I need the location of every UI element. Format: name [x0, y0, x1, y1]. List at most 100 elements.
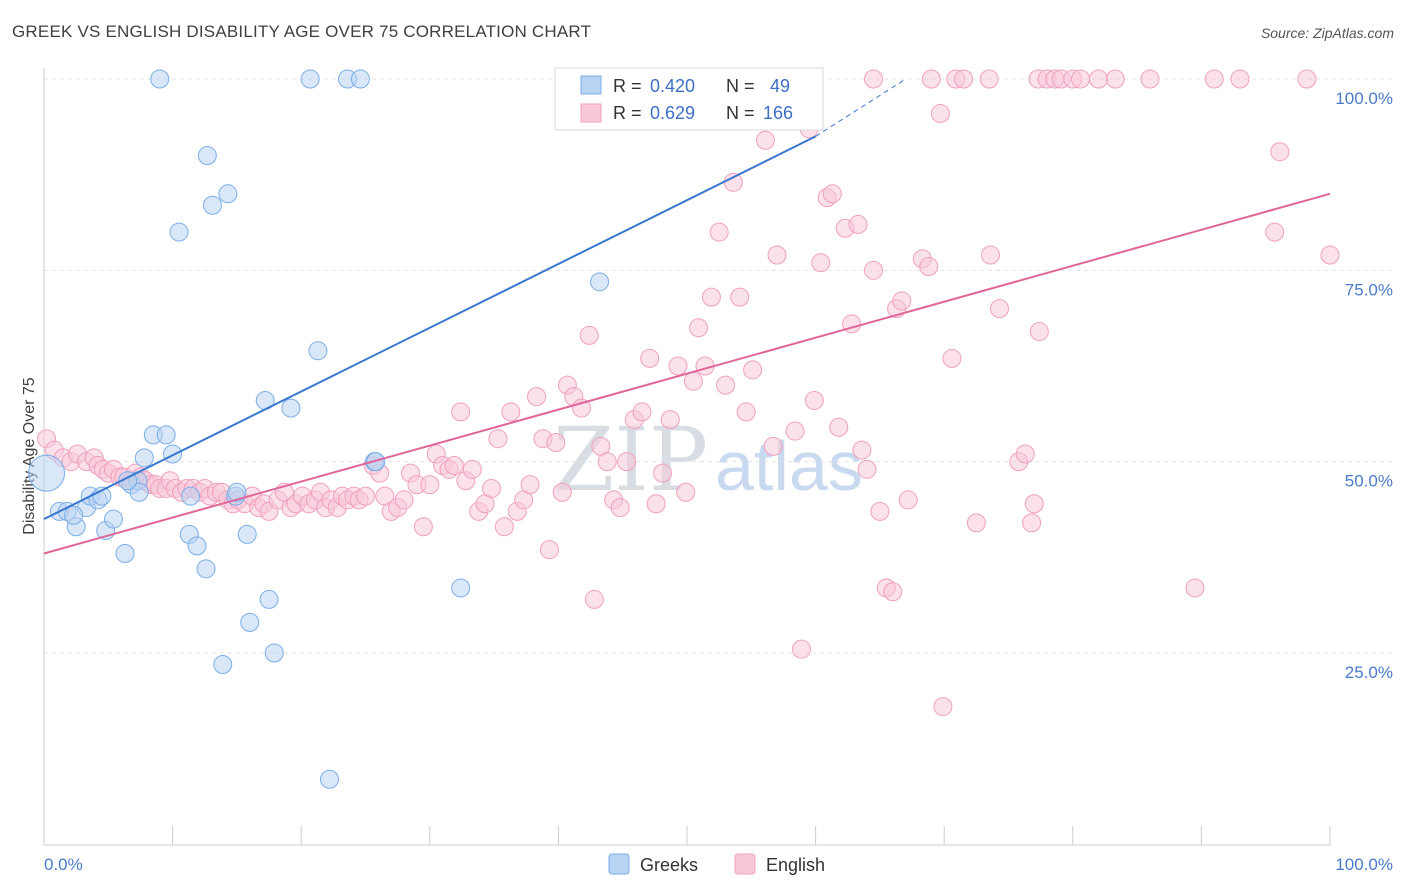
english-point	[930, 103, 950, 123]
source-label: Source: ZipAtlas.com	[1260, 25, 1394, 41]
greeks-point	[156, 425, 176, 445]
english-point	[1029, 322, 1049, 342]
english-trend-line	[43, 192, 1331, 555]
english-r-value: 0.629	[650, 103, 695, 123]
english-point	[811, 253, 831, 273]
english-point	[1297, 69, 1317, 89]
english-point	[863, 69, 883, 89]
english-point	[676, 482, 696, 502]
english-points	[37, 69, 1340, 717]
x-min-label: 0.0%	[44, 855, 83, 874]
english-point	[763, 436, 783, 456]
english-point	[520, 475, 540, 495]
greeks-point	[308, 341, 328, 361]
english-point	[898, 490, 918, 510]
english-legend-swatch	[734, 853, 756, 875]
y-tick-label: 50.0%	[1345, 472, 1393, 491]
english-point	[482, 478, 502, 498]
english-point	[933, 697, 953, 717]
greeks-point	[259, 589, 279, 609]
english-point	[1204, 69, 1224, 89]
greeks-point	[240, 612, 260, 632]
english-point	[743, 360, 763, 380]
english-point	[921, 69, 941, 89]
y-tick-label: 75.0%	[1345, 280, 1393, 299]
english-point	[546, 433, 566, 453]
gridlines	[44, 78, 1393, 654]
greeks-point	[300, 69, 320, 89]
english-point	[1022, 513, 1042, 533]
trend-lines	[43, 78, 1331, 555]
greeks-point	[319, 769, 339, 789]
english-point	[413, 517, 433, 537]
bottom-legend: Greeks English	[608, 853, 825, 875]
english-point	[767, 245, 787, 265]
english-point	[646, 494, 666, 514]
english-point	[451, 402, 471, 422]
greeks-point	[181, 486, 201, 506]
english-point	[1320, 245, 1340, 265]
y-tick-labels: 25.0% 50.0% 75.0% 100.0%	[1335, 89, 1393, 682]
english-point	[420, 475, 440, 495]
greeks-point	[590, 272, 610, 292]
english-point	[723, 172, 743, 192]
greeks-legend-label: Greeks	[640, 855, 698, 875]
english-legend-label: English	[766, 855, 825, 875]
english-point	[539, 540, 559, 560]
english-point	[610, 498, 630, 518]
english-point	[394, 490, 414, 510]
greeks-point	[227, 482, 247, 502]
y-tick-label: 25.0%	[1345, 663, 1393, 682]
english-point	[689, 318, 709, 338]
english-point	[791, 639, 811, 659]
english-point	[597, 452, 617, 472]
english-point	[755, 130, 775, 150]
english-point	[653, 463, 673, 483]
english-point	[444, 455, 464, 475]
english-point	[356, 486, 375, 506]
english-point	[863, 260, 883, 280]
greeks-trend-extension	[815, 78, 906, 137]
english-point	[785, 421, 805, 441]
english-point	[552, 482, 572, 502]
english-r-label: R =	[613, 103, 642, 123]
english-point	[1185, 578, 1205, 598]
english-point	[980, 245, 1000, 265]
english-point	[1270, 142, 1290, 162]
english-point	[488, 429, 508, 449]
english-point	[953, 69, 973, 89]
english-point	[660, 410, 680, 430]
english-point	[989, 299, 1009, 319]
english-point	[1140, 69, 1160, 89]
english-point	[942, 348, 962, 368]
english-swatch	[580, 103, 602, 123]
english-point	[701, 287, 721, 307]
english-point	[1105, 69, 1125, 89]
english-point	[683, 371, 703, 391]
greeks-point	[451, 578, 471, 598]
english-point	[617, 452, 637, 472]
english-point	[848, 214, 868, 234]
english-point	[829, 417, 849, 437]
greeks-point	[196, 559, 216, 579]
greeks-point	[264, 643, 284, 663]
greeks-point	[213, 654, 233, 674]
english-point	[584, 589, 604, 609]
english-n-value: 166	[763, 103, 793, 123]
english-point	[857, 459, 877, 479]
english-point	[501, 402, 521, 422]
english-point	[870, 501, 890, 521]
english-point	[852, 440, 872, 460]
greeks-point	[237, 524, 257, 544]
greeks-swatch	[580, 75, 602, 95]
english-point	[668, 356, 688, 376]
y-tick-label: 100.0%	[1335, 89, 1393, 108]
greeks-point	[115, 544, 135, 564]
english-point	[1265, 222, 1285, 242]
english-point	[1071, 69, 1091, 89]
greeks-point	[129, 482, 149, 502]
english-point	[1230, 69, 1250, 89]
english-point	[804, 390, 824, 410]
english-point	[716, 375, 736, 395]
english-point	[892, 291, 912, 311]
